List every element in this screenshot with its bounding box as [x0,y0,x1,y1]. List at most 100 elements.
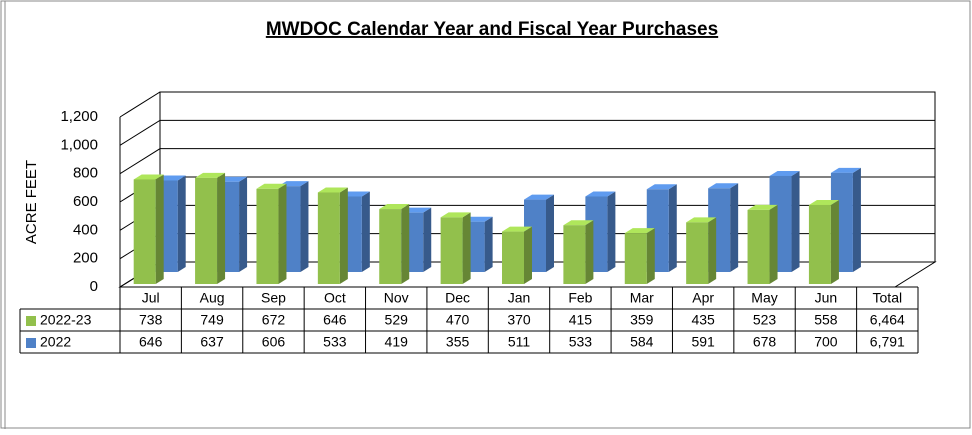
x-tick-label: Nov [384,290,409,306]
bar-side [708,217,717,284]
bar-top [133,174,164,180]
bar-top [747,204,778,210]
table-cell: 637 [200,334,224,350]
table-cell: 591 [691,334,715,350]
table-cell: 470 [446,312,470,328]
grid-line [119,91,935,118]
x-tick-label: Jul [142,290,160,306]
bar-front [686,222,709,284]
bar [502,226,532,284]
table-cell: 646 [139,334,163,350]
bar [379,204,410,284]
legend-swatch [26,316,36,326]
table-cell: 359 [630,312,654,328]
bar-side [177,175,186,272]
table-cell: 419 [385,334,409,350]
bar [317,187,348,284]
bar-front [195,177,218,284]
bar-front [379,209,402,284]
bar-side [462,212,471,284]
y-tick-label: 600 [73,193,98,210]
x-tick-label: Mar [630,290,654,306]
table-cell: 738 [139,312,163,328]
table-cell: 523 [753,312,777,328]
bar-top [808,199,839,205]
bar-side [668,184,677,272]
bar-side [278,183,287,284]
bar-side [646,228,655,284]
table-cell: 700 [814,334,838,350]
bar-front [317,192,340,284]
table-cell: 529 [385,312,409,328]
bar-side [769,204,778,284]
bar-top [317,187,348,193]
table-cell: 533 [569,334,593,350]
bar [686,217,717,284]
bar-side [239,176,248,272]
bar-side [300,181,309,272]
y-tick-label: 200 [73,250,98,267]
bar-top [440,212,471,218]
table-total: 6,464 [870,312,905,328]
bar-top [502,226,532,232]
table-cell: 646 [323,312,347,328]
bar-side [484,216,493,272]
bar-side [401,204,410,284]
table-cell: 435 [691,312,715,328]
bar-side [607,191,616,272]
legend-swatch [26,338,36,348]
table-cell: 672 [262,312,286,328]
table-cell: 511 [508,334,531,350]
bar-top [585,191,616,197]
bar-side [830,199,839,284]
bar [808,199,839,284]
bar-side [217,172,226,284]
bar-side [546,194,554,272]
bar-top [624,228,655,234]
bar-front [133,179,156,284]
bar-side [585,220,594,284]
table-cell: 558 [814,312,838,328]
x-tick-label: Dec [445,290,470,306]
bar-front [440,217,463,284]
x-tick-label: Feb [568,290,592,306]
chart-title: MWDOC Calendar Year and Fiscal Year Purc… [266,19,718,40]
x-tick-label: Oct [324,290,346,306]
x-tick-label: Sep [261,290,286,306]
y-axis-label: ACRE FEET [23,160,40,244]
x-tick-label: Aug [200,290,225,306]
table-cell: 584 [630,334,654,350]
table-cell: 355 [446,334,470,350]
legend-label: 2022-23 [40,312,92,328]
x-tick-label: Jun [815,290,838,306]
bar [563,220,594,284]
bar-front [808,204,831,284]
bar-top [769,170,800,176]
y-tick-label: 400 [73,221,98,238]
grid-line [119,148,935,175]
y-tick-label: 1,200 [60,108,98,125]
bar-top [379,204,410,210]
bar-top [686,217,717,223]
table-cell: 415 [569,312,593,328]
table-cell: 606 [262,334,286,350]
bar [440,212,471,284]
bar [624,228,655,284]
bar-top [708,183,739,189]
y-tick-label: 800 [73,165,98,182]
table-cell: 678 [753,334,777,350]
bar [133,174,164,284]
bar-front [747,209,770,284]
bar-front [502,231,524,284]
bar-side [339,187,348,284]
bar-top [524,194,554,200]
bar [256,183,287,284]
bar-side [423,207,432,272]
bar [747,204,778,284]
bar-side [791,170,800,272]
bar-side [155,174,164,284]
bar-top [256,183,287,189]
bar-top [563,220,594,226]
y-tick-label: 1,000 [60,136,98,153]
